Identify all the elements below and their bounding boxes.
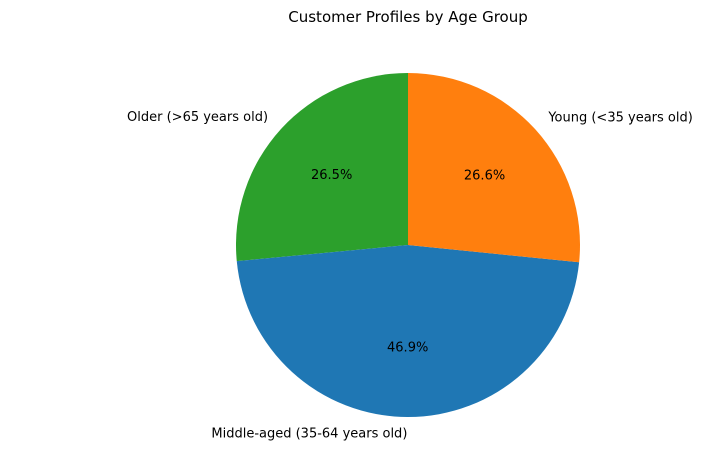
pie-category-label-1: Middle-aged (35-64 years old): [211, 427, 407, 442]
chart-title: Customer Profiles by Age Group: [288, 8, 527, 26]
pie-slice-0: [235, 73, 408, 262]
pie-pct-label-2: 26.6%: [464, 168, 505, 183]
pie-pct-label-0: 26.5%: [311, 168, 352, 183]
pie-category-label-2: Young (<35 years old): [547, 111, 692, 126]
pie-slice-1: [236, 245, 580, 418]
pie-slice-2: [408, 73, 581, 263]
pie-slices: [235, 73, 581, 418]
pie-category-label-0: Older (>65 years old): [127, 110, 268, 125]
pie-labels: 26.5% Older (>65 years old) 46.9% Middle-ag…: [127, 110, 693, 442]
pie-pct-label-1: 46.9%: [387, 341, 428, 356]
